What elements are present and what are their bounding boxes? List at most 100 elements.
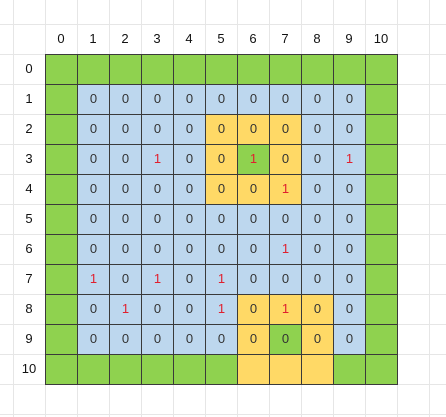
grid-cell: 0 xyxy=(237,294,270,325)
grid-cell: 1 xyxy=(333,144,366,175)
grid-cell: 0 xyxy=(77,144,110,175)
grid-cell: 0 xyxy=(77,234,110,265)
grid-cell: 0 xyxy=(237,324,270,355)
grid-cell xyxy=(45,54,78,85)
grid-cell: 0 xyxy=(109,204,142,235)
row-header: 3 xyxy=(25,151,33,166)
grid-cell: 0 xyxy=(77,294,110,325)
grid-cell: 1 xyxy=(269,174,302,205)
grid-cell: 0 xyxy=(173,144,206,175)
row-header: 10 xyxy=(21,361,37,376)
row-header: 4 xyxy=(25,181,33,196)
grid-cell xyxy=(237,354,270,385)
grid-cell xyxy=(365,264,398,295)
column-header: 8 xyxy=(313,31,321,46)
grid-cell: 1 xyxy=(77,264,110,295)
grid-cell: 0 xyxy=(301,204,334,235)
grid-cell: 0 xyxy=(333,114,366,145)
grid-cell xyxy=(45,204,78,235)
grid-cell: 0 xyxy=(237,114,270,145)
grid-cell xyxy=(45,294,78,325)
grid-cell xyxy=(77,54,110,85)
grid-cell: 0 xyxy=(77,114,110,145)
column-header: 10 xyxy=(373,31,389,46)
grid-cell: 0 xyxy=(269,84,302,115)
grid-cell xyxy=(205,54,238,85)
grid-cell: 0 xyxy=(173,264,206,295)
grid-cell: 1 xyxy=(269,294,302,325)
grid-cell xyxy=(141,54,174,85)
grid-cell: 0 xyxy=(237,204,270,235)
grid-cell: 0 xyxy=(269,144,302,175)
grid-cell: 0 xyxy=(173,84,206,115)
column-header: 7 xyxy=(281,31,289,46)
grid-cell: 0 xyxy=(301,144,334,175)
grid-cell: 0 xyxy=(301,264,334,295)
grid-cell: 1 xyxy=(205,264,238,295)
row-header: 1 xyxy=(25,91,33,106)
grid-cell: 0 xyxy=(141,234,174,265)
grid-cell: 0 xyxy=(333,324,366,355)
grid-cell xyxy=(365,144,398,175)
grid-cell: 0 xyxy=(205,204,238,235)
row-header: 6 xyxy=(25,241,33,256)
grid-cell: 0 xyxy=(77,324,110,355)
grid-cell: 1 xyxy=(141,264,174,295)
grid-cell: 1 xyxy=(269,234,302,265)
column-header: 6 xyxy=(249,31,257,46)
grid-cell xyxy=(365,234,398,265)
grid-cell xyxy=(269,54,302,85)
grid-cell: 0 xyxy=(141,324,174,355)
grid-cell: 0 xyxy=(205,114,238,145)
grid-cell: 0 xyxy=(173,234,206,265)
grid-cell: 0 xyxy=(77,174,110,205)
grid-cell: 0 xyxy=(237,174,270,205)
grid-cell: 0 xyxy=(205,234,238,265)
grid-cell xyxy=(237,54,270,85)
grid-cell xyxy=(45,174,78,205)
grid-cell: 0 xyxy=(205,324,238,355)
grid-cell: 0 xyxy=(333,84,366,115)
grid-cell: 0 xyxy=(109,114,142,145)
grid-cell xyxy=(45,354,78,385)
grid-cell: 0 xyxy=(109,264,142,295)
grid-cell: 0 xyxy=(205,144,238,175)
grid-cell xyxy=(45,324,78,355)
grid-cell: 0 xyxy=(109,234,142,265)
grid-cell: 0 xyxy=(333,264,366,295)
grid-cell xyxy=(141,354,174,385)
grid-cell: 1 xyxy=(205,294,238,325)
grid-cell: 0 xyxy=(333,234,366,265)
column-header: 4 xyxy=(185,31,193,46)
grid-cell: 0 xyxy=(301,84,334,115)
grid-cell: 0 xyxy=(269,324,302,355)
grid-cell xyxy=(45,264,78,295)
grid-cell: 0 xyxy=(301,174,334,205)
grid-cell: 0 xyxy=(269,264,302,295)
grid-cell xyxy=(205,354,238,385)
grid-cell xyxy=(45,114,78,145)
grid-cell: 0 xyxy=(237,84,270,115)
grid-cell: 0 xyxy=(205,84,238,115)
grid-cell xyxy=(365,294,398,325)
grid-cell xyxy=(173,354,206,385)
grid-cell: 0 xyxy=(173,324,206,355)
grid-cell: 0 xyxy=(141,294,174,325)
grid-cell xyxy=(45,144,78,175)
column-header: 2 xyxy=(121,31,129,46)
grid-cell: 0 xyxy=(205,174,238,205)
grid-cell: 0 xyxy=(141,84,174,115)
grid-cell: 0 xyxy=(173,204,206,235)
row-header: 2 xyxy=(25,121,33,136)
grid-cell: 0 xyxy=(173,294,206,325)
grid-cell xyxy=(301,54,334,85)
grid-cell xyxy=(269,354,302,385)
grid-cell: 0 xyxy=(109,144,142,175)
grid-cell: 1 xyxy=(141,144,174,175)
grid-cell: 0 xyxy=(141,174,174,205)
grid-cell xyxy=(365,174,398,205)
grid-cell xyxy=(365,354,398,385)
grid-cell: 0 xyxy=(141,204,174,235)
grid-cell: 0 xyxy=(141,114,174,145)
grid-cell: 0 xyxy=(269,204,302,235)
